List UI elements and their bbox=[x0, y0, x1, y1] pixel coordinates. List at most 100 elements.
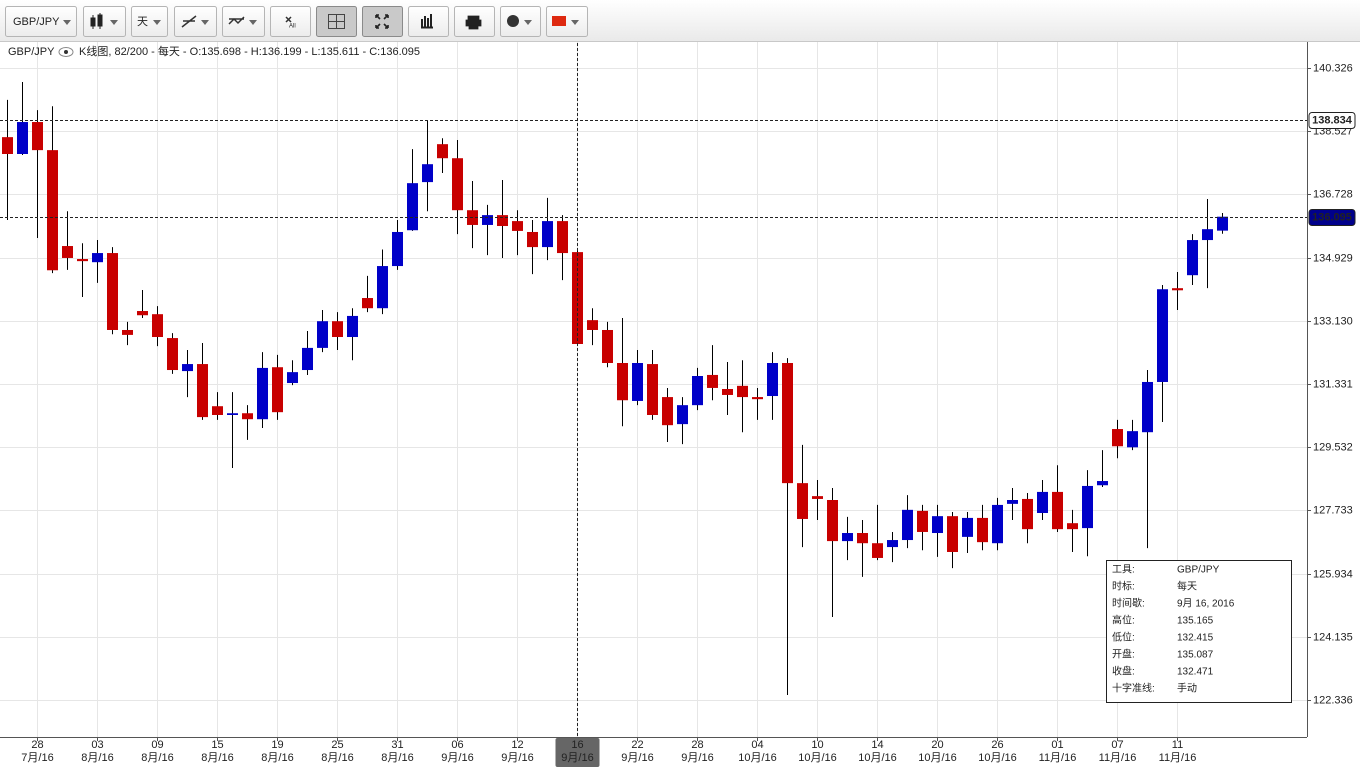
candle-body bbox=[812, 496, 823, 499]
x-tick-label: 14 10月/16 bbox=[858, 739, 897, 764]
candle-body bbox=[272, 367, 283, 413]
candle-body bbox=[47, 150, 58, 271]
fullscreen-icon bbox=[375, 14, 389, 29]
candle-body bbox=[947, 516, 958, 552]
x-tick-label: 25 8月/16 bbox=[321, 739, 353, 764]
candle-body bbox=[2, 137, 13, 155]
candle-body bbox=[92, 253, 103, 263]
symbol-button[interactable]: GBP/JPY bbox=[5, 6, 77, 37]
crosshair-button[interactable] bbox=[316, 6, 357, 37]
crosshair-icon bbox=[328, 14, 345, 29]
candle-body bbox=[77, 259, 88, 262]
candle-body bbox=[632, 363, 643, 401]
x-tick-label-line: 22 bbox=[631, 739, 643, 751]
x-tick-label-line: 8月/16 bbox=[381, 752, 413, 764]
x-tick-label-line: 16 bbox=[571, 739, 583, 751]
x-tick-label-line: 07 bbox=[1111, 739, 1123, 751]
candle-body bbox=[1082, 485, 1093, 529]
info-value: 每天 bbox=[1177, 580, 1197, 593]
visibility-toggle[interactable] bbox=[58, 47, 74, 57]
remove-all-button[interactable]: All bbox=[270, 6, 311, 37]
button-frame[interactable] bbox=[500, 6, 541, 37]
button-frame[interactable] bbox=[83, 6, 126, 37]
x-tick-label-line: 11 bbox=[1172, 739, 1183, 751]
x-tick-label-line: 8月/16 bbox=[141, 752, 173, 764]
dropdown-arrow bbox=[153, 20, 161, 25]
reference-label: 136.095 bbox=[1312, 211, 1352, 223]
button-frame[interactable] bbox=[5, 6, 77, 37]
candle-body bbox=[287, 372, 298, 384]
candle-body bbox=[662, 397, 673, 426]
x-tick-label: 16 9月/16 bbox=[561, 739, 593, 764]
info-box bbox=[1106, 560, 1292, 703]
candle-body bbox=[437, 144, 448, 159]
volume-button[interactable] bbox=[408, 6, 449, 37]
indicator-icon bbox=[228, 16, 245, 25]
flag-icon bbox=[552, 16, 566, 26]
x-tick-label-line: 8月/16 bbox=[201, 752, 233, 764]
candle-body bbox=[1007, 499, 1018, 504]
period-label[interactable]: 天 bbox=[137, 16, 148, 28]
candle-body bbox=[1097, 481, 1108, 486]
x-tick-label-line: 9月/16 bbox=[441, 752, 473, 764]
candle-body bbox=[707, 374, 718, 388]
indicator-button[interactable] bbox=[222, 6, 265, 37]
print-button[interactable] bbox=[454, 6, 495, 37]
x-tick-label: 04 10月/16 bbox=[738, 739, 777, 764]
y-tick-label: 129.532 bbox=[1313, 441, 1353, 453]
candle-body bbox=[842, 533, 853, 542]
x-icon bbox=[285, 16, 292, 23]
y-tick-label: 124.135 bbox=[1313, 631, 1353, 643]
language-button[interactable] bbox=[546, 6, 588, 37]
button-frame[interactable] bbox=[131, 6, 168, 37]
candle-body bbox=[32, 122, 43, 151]
toolbar: GBP/JPY 天 All bbox=[0, 0, 1360, 42]
period-button[interactable]: 天 bbox=[131, 6, 168, 37]
candle-body bbox=[392, 231, 403, 267]
candle-body bbox=[752, 397, 763, 400]
info-key: 开盘: bbox=[1112, 648, 1135, 661]
info-value: 135.165 bbox=[1177, 616, 1214, 627]
candle-body bbox=[407, 183, 418, 231]
x-tick-label-line: 10月/16 bbox=[918, 752, 957, 764]
x-tick-label-line: 20 bbox=[931, 739, 943, 751]
info-key: 高位: bbox=[1112, 614, 1135, 627]
x-tick-label-line: 10月/16 bbox=[978, 752, 1017, 764]
x-tick-label-line: 12 bbox=[511, 739, 523, 751]
x-tick-label: 09 8月/16 bbox=[141, 739, 173, 764]
info-key: 时间歇: bbox=[1112, 597, 1145, 610]
chart-type-button[interactable] bbox=[83, 6, 126, 37]
candle-body bbox=[1127, 431, 1138, 448]
candle-body bbox=[1202, 229, 1213, 241]
palette-icon bbox=[507, 15, 519, 27]
candle-body bbox=[962, 517, 973, 537]
info-value: 手动 bbox=[1177, 682, 1197, 695]
draw-button[interactable] bbox=[174, 6, 217, 37]
reference-label-bg bbox=[1308, 209, 1356, 226]
x-tick-label: 28 7月/16 bbox=[21, 739, 53, 764]
x-tick-label: 19 8月/16 bbox=[261, 739, 293, 764]
button-frame[interactable] bbox=[174, 6, 217, 37]
x-tick-label: 20 10月/16 bbox=[918, 739, 957, 764]
symbol-label[interactable]: GBP/JPY bbox=[13, 16, 60, 28]
candle-body bbox=[182, 364, 193, 372]
x-tick-label-line: 11月/16 bbox=[1099, 752, 1137, 764]
candle-body bbox=[767, 363, 778, 397]
button-frame[interactable] bbox=[222, 6, 265, 37]
button-frame[interactable] bbox=[546, 6, 588, 37]
x-tick-label: 10 10月/16 bbox=[798, 739, 837, 764]
theme-button[interactable] bbox=[500, 6, 541, 37]
x-tick-label: 01 11月/16 bbox=[1039, 739, 1077, 764]
info-value: 9月 16, 2016 bbox=[1177, 598, 1235, 610]
candle-body bbox=[1067, 523, 1078, 530]
chart-subtitle: K线图, 82/200 - 每天 - O:135.698 - H:136.199… bbox=[79, 44, 420, 58]
button-frame[interactable] bbox=[362, 6, 403, 37]
info-key: 时标: bbox=[1112, 581, 1135, 593]
fullscreen-button[interactable] bbox=[362, 6, 403, 37]
x-tick-label-line: 09 bbox=[151, 739, 163, 751]
x-tick-label-line: 19 bbox=[271, 739, 283, 751]
candle-body bbox=[122, 329, 133, 335]
info-value: 132.415 bbox=[1177, 633, 1214, 644]
candle-body bbox=[1217, 216, 1228, 231]
x-tick-label-line: 9月/16 bbox=[621, 752, 653, 764]
